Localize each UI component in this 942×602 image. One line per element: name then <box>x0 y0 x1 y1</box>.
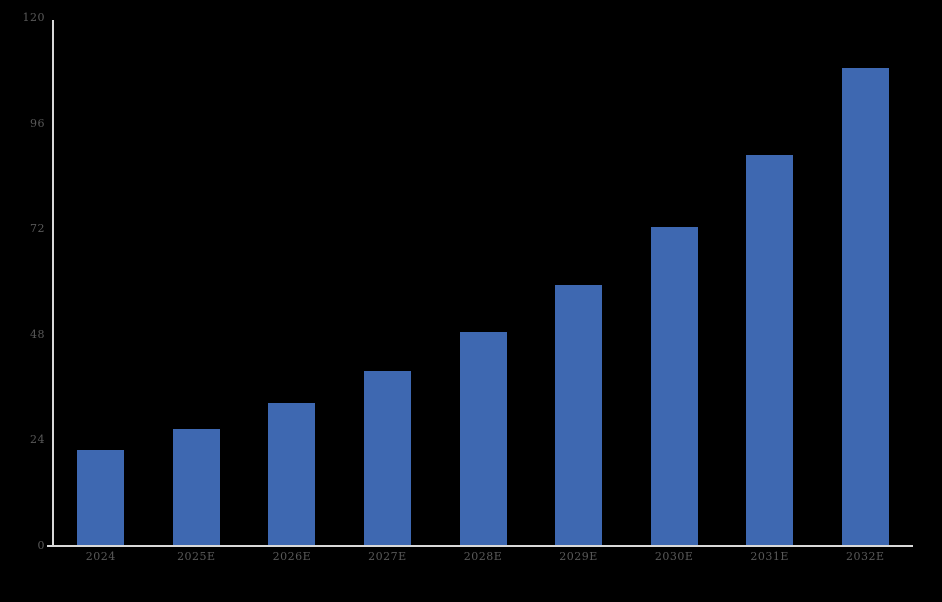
y-tick-label: 72 <box>30 222 45 236</box>
x-tick-label: 2032E <box>845 550 885 563</box>
x-tick-label: 2026E <box>272 550 312 563</box>
x-tick-label: 2031E <box>750 550 789 563</box>
bar-2032E <box>841 68 889 545</box>
y-tick-label: 48 <box>30 327 45 341</box>
bar-2031E <box>746 155 794 545</box>
y-tick-label: 0 <box>37 539 45 552</box>
bar-2027E <box>363 371 411 545</box>
x-tick-label: 2025E <box>177 550 216 563</box>
bar-2025E <box>172 429 220 545</box>
y-tick-label: 24 <box>30 433 45 447</box>
x-axis-line <box>47 545 913 547</box>
bar-2030E <box>650 227 698 545</box>
y-tick-label: 120 <box>22 11 45 24</box>
y-axis-line <box>52 20 54 546</box>
x-tick-label: 2030E <box>654 550 694 563</box>
bar-2028E <box>459 332 507 545</box>
x-tick-label: 2027E <box>368 550 407 563</box>
bar-2024 <box>77 450 125 545</box>
x-tick-label: 2028E <box>463 550 503 563</box>
plot-area <box>47 18 913 547</box>
bar-2026E <box>268 403 316 545</box>
y-tick-label: 96 <box>30 116 45 130</box>
x-tick-label: 2024 <box>85 550 116 563</box>
bar-2029E <box>555 285 603 545</box>
x-tick-label: 2029E <box>559 550 598 563</box>
